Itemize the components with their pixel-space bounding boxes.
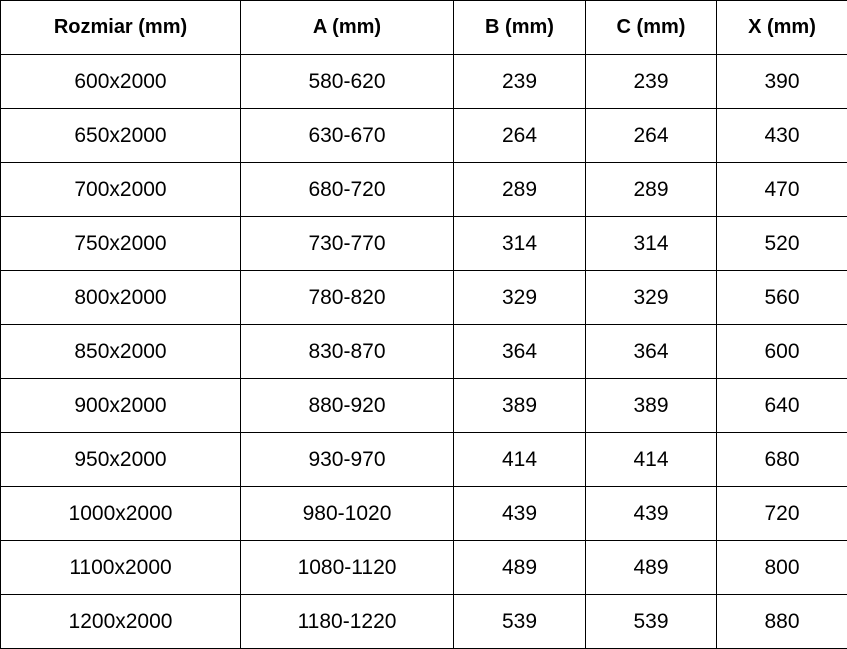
cell-c: 364 bbox=[585, 324, 717, 379]
cell-c: 264 bbox=[585, 108, 717, 163]
cell-b: 314 bbox=[453, 216, 586, 271]
cell-a: 680-720 bbox=[240, 162, 454, 217]
cell-x: 390 bbox=[716, 54, 847, 109]
cell-b: 539 bbox=[453, 594, 586, 649]
cell-c: 439 bbox=[585, 486, 717, 541]
table-body: 600x2000 580-620 239 239 390 650x2000 630-670 2… bbox=[0, 54, 847, 649]
cell-x: 720 bbox=[716, 486, 847, 541]
cell-c: 414 bbox=[585, 432, 717, 487]
table-row: 750x2000 730-770 314 314 520 bbox=[0, 216, 847, 271]
cell-b: 329 bbox=[453, 270, 586, 325]
cell-size: 800x2000 bbox=[0, 270, 241, 325]
header-x: X (mm) bbox=[716, 0, 847, 55]
cell-size: 600x2000 bbox=[0, 54, 241, 109]
cell-size: 850x2000 bbox=[0, 324, 241, 379]
header-c: C (mm) bbox=[585, 0, 717, 55]
header-size: Rozmiar (mm) bbox=[0, 0, 241, 55]
cell-x: 800 bbox=[716, 540, 847, 595]
table-row: 1200x2000 1180-1220 539 539 880 bbox=[0, 594, 847, 649]
table-row: 800x2000 780-820 329 329 560 bbox=[0, 270, 847, 325]
cell-b: 264 bbox=[453, 108, 586, 163]
cell-size: 700x2000 bbox=[0, 162, 241, 217]
cell-c: 329 bbox=[585, 270, 717, 325]
header-row: Rozmiar (mm) A (mm) B (mm) C (mm) X (mm) bbox=[0, 0, 847, 55]
cell-x: 520 bbox=[716, 216, 847, 271]
cell-x: 880 bbox=[716, 594, 847, 649]
cell-size: 950x2000 bbox=[0, 432, 241, 487]
cell-a: 1080-1120 bbox=[240, 540, 454, 595]
cell-b: 364 bbox=[453, 324, 586, 379]
cell-c: 539 bbox=[585, 594, 717, 649]
cell-c: 239 bbox=[585, 54, 717, 109]
header-b: B (mm) bbox=[453, 0, 586, 55]
cell-b: 439 bbox=[453, 486, 586, 541]
table-row: 700x2000 680-720 289 289 470 bbox=[0, 162, 847, 217]
table-row: 600x2000 580-620 239 239 390 bbox=[0, 54, 847, 109]
cell-size: 1100x2000 bbox=[0, 540, 241, 595]
cell-x: 470 bbox=[716, 162, 847, 217]
cell-x: 560 bbox=[716, 270, 847, 325]
cell-b: 414 bbox=[453, 432, 586, 487]
cell-a: 980-1020 bbox=[240, 486, 454, 541]
cell-size: 900x2000 bbox=[0, 378, 241, 433]
cell-c: 314 bbox=[585, 216, 717, 271]
cell-size: 650x2000 bbox=[0, 108, 241, 163]
cell-x: 600 bbox=[716, 324, 847, 379]
cell-x: 430 bbox=[716, 108, 847, 163]
cell-a: 830-870 bbox=[240, 324, 454, 379]
table-row: 950x2000 930-970 414 414 680 bbox=[0, 432, 847, 487]
cell-size: 1000x2000 bbox=[0, 486, 241, 541]
cell-size: 750x2000 bbox=[0, 216, 241, 271]
cell-a: 930-970 bbox=[240, 432, 454, 487]
cell-a: 780-820 bbox=[240, 270, 454, 325]
cell-a: 580-620 bbox=[240, 54, 454, 109]
cell-x: 680 bbox=[716, 432, 847, 487]
cell-a: 630-670 bbox=[240, 108, 454, 163]
cell-c: 389 bbox=[585, 378, 717, 433]
table-row: 850x2000 830-870 364 364 600 bbox=[0, 324, 847, 379]
cell-c: 489 bbox=[585, 540, 717, 595]
cell-a: 880-920 bbox=[240, 378, 454, 433]
cell-a: 730-770 bbox=[240, 216, 454, 271]
header-a: A (mm) bbox=[240, 0, 454, 55]
cell-size: 1200x2000 bbox=[0, 594, 241, 649]
cell-a: 1180-1220 bbox=[240, 594, 454, 649]
table-row: 900x2000 880-920 389 389 640 bbox=[0, 378, 847, 433]
cell-b: 389 bbox=[453, 378, 586, 433]
table-row: 650x2000 630-670 264 264 430 bbox=[0, 108, 847, 163]
cell-x: 640 bbox=[716, 378, 847, 433]
cell-b: 239 bbox=[453, 54, 586, 109]
cell-c: 289 bbox=[585, 162, 717, 217]
cell-b: 289 bbox=[453, 162, 586, 217]
cell-b: 489 bbox=[453, 540, 586, 595]
table-row: 1100x2000 1080-1120 489 489 800 bbox=[0, 540, 847, 595]
table-row: 1000x2000 980-1020 439 439 720 bbox=[0, 486, 847, 541]
